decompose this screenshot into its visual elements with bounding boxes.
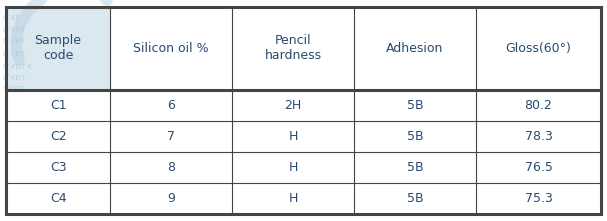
Text: Gloss(60°): Gloss(60°)	[506, 42, 571, 55]
Text: IT KEIT: IT KEIT	[3, 75, 25, 81]
Text: Sample
code: Sample code	[35, 34, 81, 62]
Text: IT KEIT: IT KEIT	[3, 38, 25, 44]
Text: 8: 8	[167, 161, 175, 174]
Text: Silicon oil %: Silicon oil %	[134, 42, 209, 55]
Bar	[110, 7, 232, 90]
Text: Pencil
hardness: Pencil hardness	[265, 34, 322, 62]
Text: C1: C1	[50, 99, 66, 112]
Text: IT KEIT K: IT KEIT K	[3, 64, 32, 70]
Text: C3: C3	[50, 161, 66, 174]
Text: C4: C4	[50, 192, 66, 205]
Text: 7: 7	[167, 130, 175, 143]
Text: IT KE: IT KE	[3, 15, 19, 21]
Text: 2H: 2H	[285, 99, 302, 112]
Text: IT KEIT: IT KEIT	[3, 27, 25, 32]
Text: Adhesion: Adhesion	[386, 42, 444, 55]
Text: 5B: 5B	[407, 161, 423, 174]
Bar	[354, 7, 476, 90]
Text: 80.2: 80.2	[524, 99, 552, 112]
Text: 76.5: 76.5	[524, 161, 552, 174]
Bar	[6, 7, 110, 90]
Text: 9: 9	[167, 192, 175, 205]
Text: 75.3: 75.3	[524, 192, 552, 205]
Text: H: H	[288, 130, 298, 143]
Text: 5B: 5B	[407, 130, 423, 143]
Text: 5B: 5B	[407, 192, 423, 205]
Text: C2: C2	[50, 130, 66, 143]
Text: IT KEIT: IT KEIT	[3, 51, 25, 57]
Text: 5B: 5B	[407, 99, 423, 112]
Bar	[232, 7, 354, 90]
Text: H: H	[288, 192, 298, 205]
Bar	[476, 7, 601, 90]
Text: T KEIT: T KEIT	[3, 86, 24, 92]
Text: 6: 6	[167, 99, 175, 112]
Text: 78.3: 78.3	[524, 130, 552, 143]
Text: H: H	[288, 161, 298, 174]
